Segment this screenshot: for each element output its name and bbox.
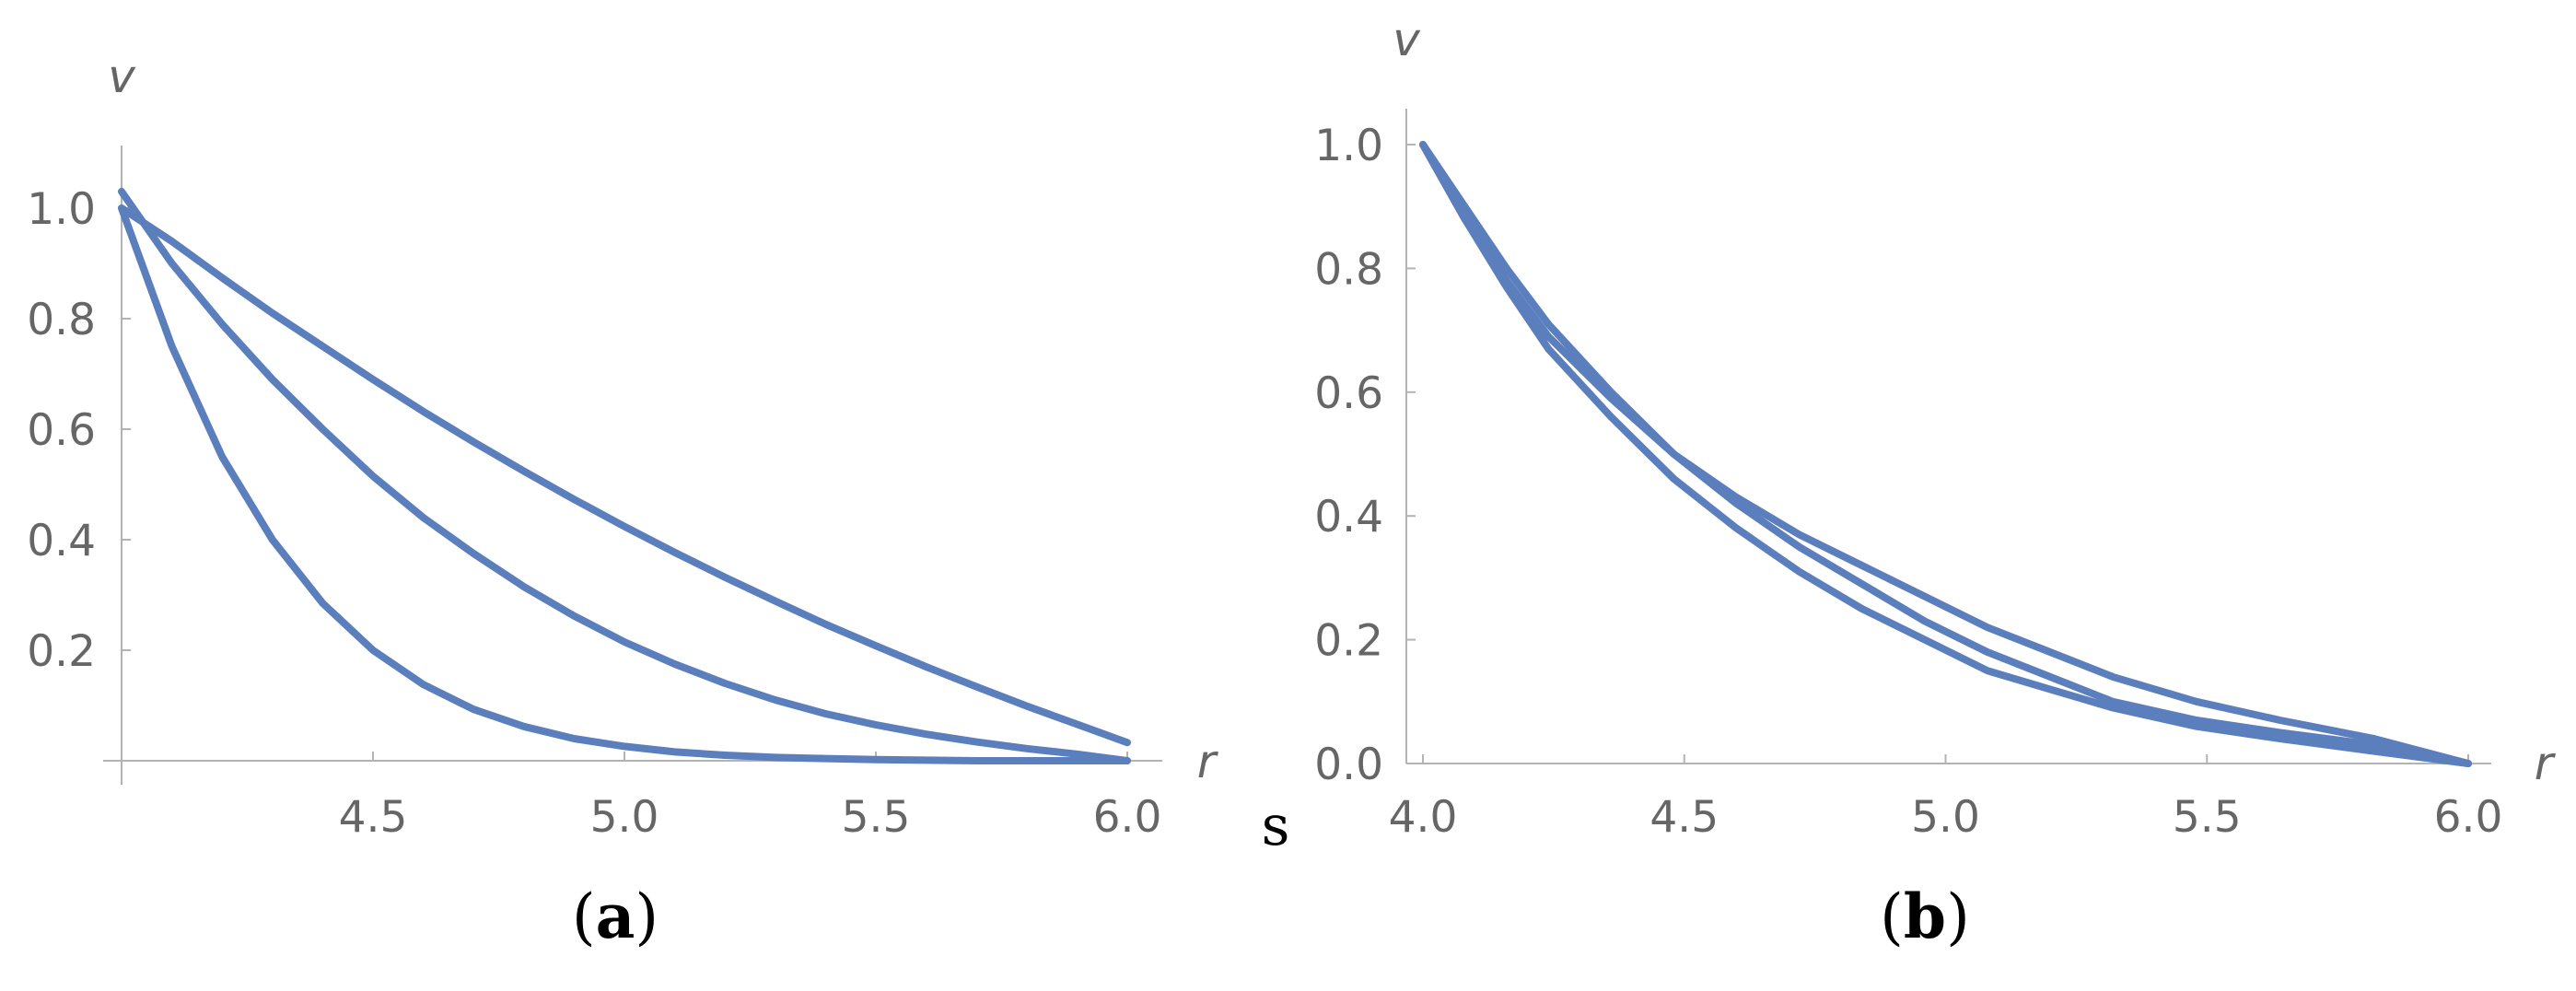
- y-tick-label-a: 1.0: [27, 184, 96, 235]
- x-tick-label-b: 6.0: [2434, 792, 2503, 843]
- x-tick-label-b: 4.5: [1649, 792, 1719, 843]
- series-line-a-3: [118, 204, 1131, 764]
- x-tick-label-b: 5.5: [2173, 792, 2242, 843]
- y-tick-label-b: 0.4: [1314, 492, 1383, 542]
- x-tick-label-a: 5.5: [842, 792, 911, 843]
- y-tick-label-b: 1.0: [1314, 121, 1383, 171]
- stray-character: s: [1262, 794, 1290, 858]
- y-tick-label-a: 0.6: [27, 405, 96, 456]
- y-axis-name-a: v: [108, 50, 136, 103]
- y-tick-label-b: 0.0: [1314, 740, 1383, 790]
- x-tick-label-a: 6.0: [1093, 792, 1162, 843]
- y-tick-label-b: 0.6: [1314, 368, 1383, 419]
- series-line-b-3: [1419, 141, 2472, 767]
- x-axis-name-b: r: [2535, 737, 2557, 790]
- y-tick-label-a: 0.4: [27, 516, 96, 566]
- series-line-b-1: [1419, 141, 2472, 767]
- y-tick-label-a: 0.8: [27, 295, 96, 345]
- series-line-a-2: [118, 188, 1131, 764]
- x-tick-label-a: 4.5: [339, 792, 408, 843]
- y-tick-label-b: 0.2: [1314, 616, 1383, 667]
- y-axis-name-b: v: [1393, 13, 1421, 66]
- y-tick-label-b: 0.8: [1314, 244, 1383, 295]
- panel-b-label: (b): [1880, 880, 1970, 952]
- chart-panel-a: (a) 4.5 5.0 5.5 6.0 0.2 0.4 0.6 0.8 1.0 r v: [27, 50, 1218, 952]
- chart-panel-b: (b) 4.0 4.5 5.0 5.5 6.0 0.0 0.2 0.4 0.6 0.8 1.0 r v: [1314, 13, 2556, 952]
- y-tick-label-a: 0.2: [27, 626, 96, 677]
- panel-a-label: (a): [572, 880, 659, 952]
- series-line-b-2: [1419, 141, 2472, 767]
- x-tick-label-a: 5.0: [590, 792, 659, 843]
- x-tick-label-b: 5.0: [1911, 792, 1980, 843]
- series-line-a-1: [118, 204, 1131, 747]
- x-tick-label-b: 4.0: [1389, 792, 1458, 843]
- x-axis-name-a: r: [1197, 735, 1219, 788]
